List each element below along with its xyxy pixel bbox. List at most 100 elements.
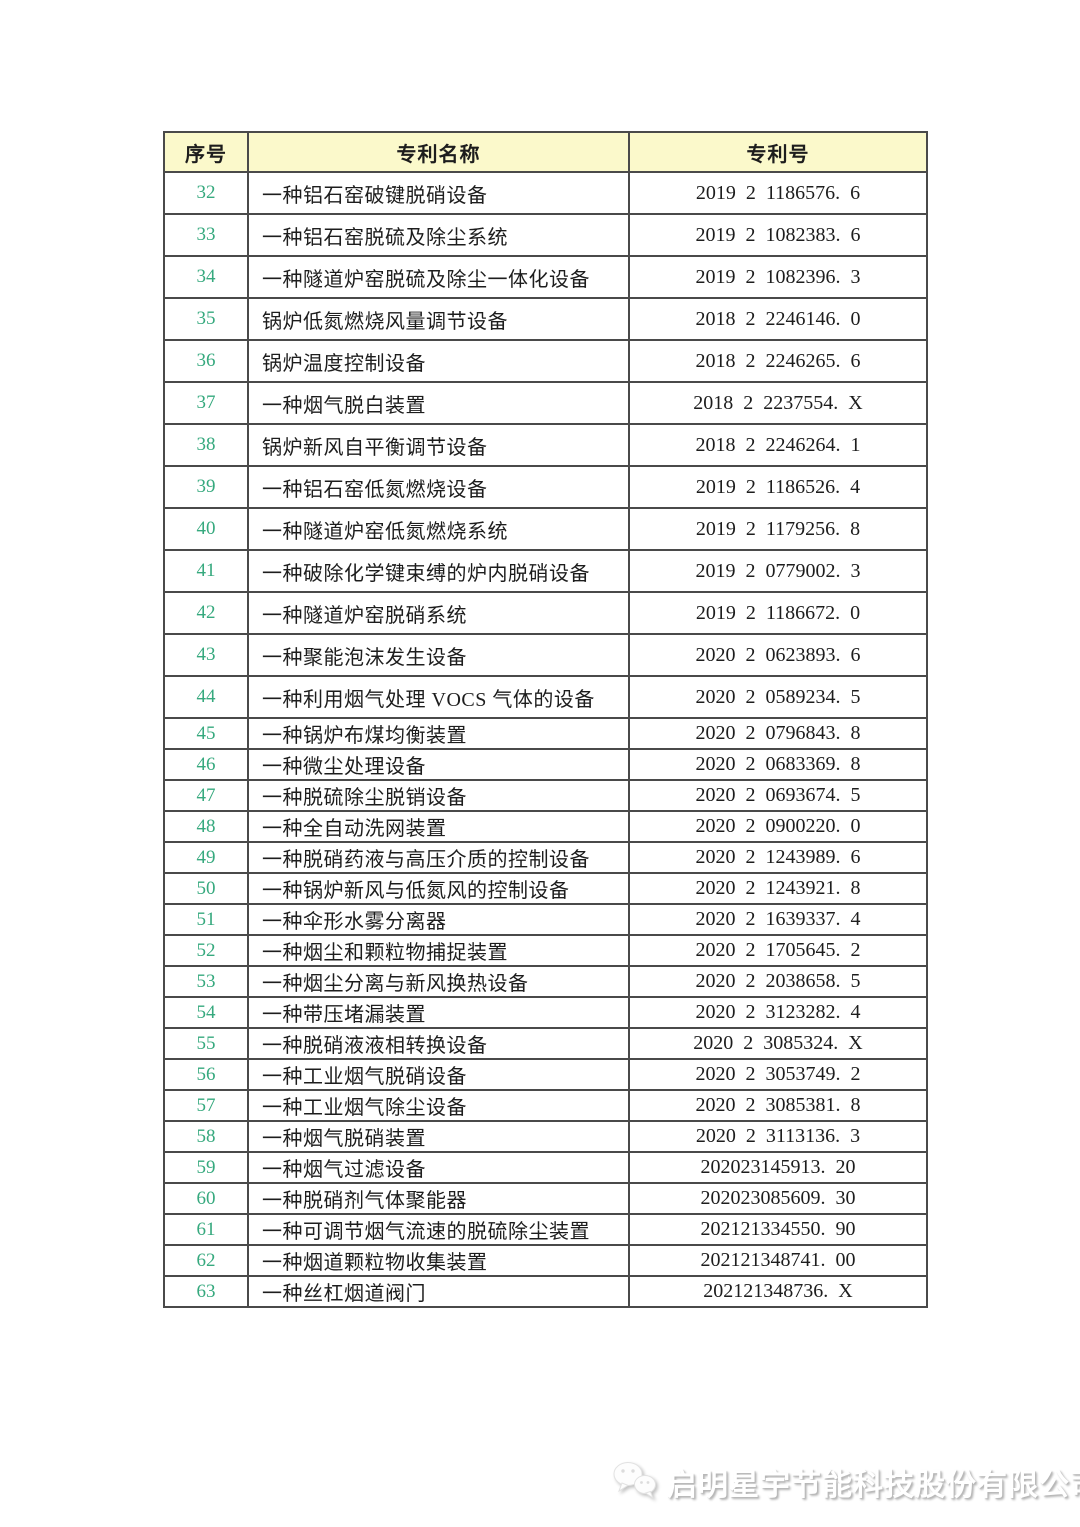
row-number-cell: 56 bbox=[163, 1058, 249, 1091]
patent-number-cell: 2019 2 1179256. 8 bbox=[628, 507, 928, 551]
table-row: 39 一种铝石窑低氮燃烧设备 2019 2 1186526. 4 bbox=[163, 465, 928, 509]
patent-name-cell: 一种烟气脱白装置 bbox=[247, 381, 630, 425]
patent-name-cell: 一种铝石窑脱硫及除尘系统 bbox=[247, 213, 630, 257]
patent-number-cell: 202121334550. 90 bbox=[628, 1213, 928, 1246]
table-row: 40 一种隧道炉窑低氮燃烧系统 2019 2 1179256. 8 bbox=[163, 507, 928, 551]
patent-number-cell: 2020 2 0589234. 5 bbox=[628, 675, 928, 719]
patent-number-cell: 2020 2 3085324. X bbox=[628, 1027, 928, 1060]
table-row: 35 锅炉低氮燃烧风量调节设备 2018 2 2246146. 0 bbox=[163, 297, 928, 341]
patent-number-cell: 2020 2 1243921. 8 bbox=[628, 872, 928, 905]
table-row: 56 一种工业烟气脱硝设备 2020 2 3053749. 2 bbox=[163, 1058, 928, 1091]
patent-number-cell: 2018 2 2237554. X bbox=[628, 381, 928, 425]
row-number-cell: 33 bbox=[163, 213, 249, 257]
patent-name-cell: 锅炉低氮燃烧风量调节设备 bbox=[247, 297, 630, 341]
table-row: 43 一种聚能泡沫发生设备 2020 2 0623893. 6 bbox=[163, 633, 928, 677]
patent-number-cell: 2019 2 1186576. 6 bbox=[628, 171, 928, 215]
row-number-cell: 46 bbox=[163, 748, 249, 781]
row-number-cell: 35 bbox=[163, 297, 249, 341]
patent-name-cell: 一种伞形水雾分离器 bbox=[247, 903, 630, 936]
row-number-cell: 39 bbox=[163, 465, 249, 509]
watermark-text: 启明星宇节能科技股份有限公司 bbox=[667, 1469, 1080, 1502]
table-row: 60 一种脱硝剂气体聚能器 202023085609. 30 bbox=[163, 1182, 928, 1215]
table-row: 50 一种锅炉新风与低氮风的控制设备 2020 2 1243921. 8 bbox=[163, 872, 928, 905]
patent-name-cell: 一种铝石窑低氮燃烧设备 bbox=[247, 465, 630, 509]
patent-name-cell: 一种锅炉布煤均衡装置 bbox=[247, 717, 630, 750]
patent-name-cell: 一种烟气脱硝装置 bbox=[247, 1120, 630, 1153]
row-number-cell: 50 bbox=[163, 872, 249, 905]
patent-name-cell: 一种破除化学键束缚的炉内脱硝设备 bbox=[247, 549, 630, 593]
patent-number-cell: 2020 2 3123282. 4 bbox=[628, 996, 928, 1029]
patent-name-cell: 一种隧道炉窑脱硝系统 bbox=[247, 591, 630, 635]
row-number-cell: 57 bbox=[163, 1089, 249, 1122]
patent-number-cell: 2019 2 1082396. 3 bbox=[628, 255, 928, 299]
patent-number-cell: 2018 2 2246264. 1 bbox=[628, 423, 928, 467]
patent-name-cell: 一种工业烟气除尘设备 bbox=[247, 1089, 630, 1122]
patent-name-cell: 一种丝杠烟道阀门 bbox=[247, 1275, 630, 1308]
header-patent-name: 专利名称 bbox=[247, 131, 630, 173]
table-row: 51 一种伞形水雾分离器 2020 2 1639337. 4 bbox=[163, 903, 928, 936]
patent-number-cell: 2020 2 0623893. 6 bbox=[628, 633, 928, 677]
patent-name-cell: 一种全自动洗网装置 bbox=[247, 810, 630, 843]
table-row: 52 一种烟尘和颗粒物捕捉装置 2020 2 1705645. 2 bbox=[163, 934, 928, 967]
patent-name-cell: 一种工业烟气脱硝设备 bbox=[247, 1058, 630, 1091]
patent-name-cell: 一种利用烟气处理 VOCS 气体的设备 bbox=[247, 675, 630, 719]
table-row: 61 一种可调节烟气流速的脱硫除尘装置 202121334550. 90 bbox=[163, 1213, 928, 1246]
row-number-cell: 32 bbox=[163, 171, 249, 215]
table-row: 48 一种全自动洗网装置 2020 2 0900220. 0 bbox=[163, 810, 928, 843]
patent-number-cell: 2020 2 3085381. 8 bbox=[628, 1089, 928, 1122]
patent-number-cell: 202121348741. 00 bbox=[628, 1244, 928, 1277]
patent-name-cell: 一种微尘处理设备 bbox=[247, 748, 630, 781]
patent-name-cell: 一种隧道炉窑脱硫及除尘一体化设备 bbox=[247, 255, 630, 299]
wechat-icon bbox=[612, 1461, 658, 1504]
row-number-cell: 37 bbox=[163, 381, 249, 425]
row-number-cell: 62 bbox=[163, 1244, 249, 1277]
patent-number-cell: 2020 2 0693674. 5 bbox=[628, 779, 928, 812]
patent-number-cell: 2020 2 1639337. 4 bbox=[628, 903, 928, 936]
row-number-cell: 52 bbox=[163, 934, 249, 967]
table-row: 34 一种隧道炉窑脱硫及除尘一体化设备 2019 2 1082396. 3 bbox=[163, 255, 928, 299]
table-row: 55 一种脱硝液液相转换设备 2020 2 3085324. X bbox=[163, 1027, 928, 1060]
patent-name-cell: 一种锅炉新风与低氮风的控制设备 bbox=[247, 872, 630, 905]
patent-number-cell: 2019 2 0779002. 3 bbox=[628, 549, 928, 593]
row-number-cell: 55 bbox=[163, 1027, 249, 1060]
table-row: 53 一种烟尘分离与新风换热设备 2020 2 2038658. 5 bbox=[163, 965, 928, 998]
table-row: 49 一种脱硝药液与高压介质的控制设备 2020 2 1243989. 6 bbox=[163, 841, 928, 874]
table-row: 46 一种微尘处理设备 2020 2 0683369. 8 bbox=[163, 748, 928, 781]
patent-number-cell: 2019 2 1082383. 6 bbox=[628, 213, 928, 257]
row-number-cell: 45 bbox=[163, 717, 249, 750]
table-row: 45 一种锅炉布煤均衡装置 2020 2 0796843. 8 bbox=[163, 717, 928, 750]
table-row: 57 一种工业烟气除尘设备 2020 2 3085381. 8 bbox=[163, 1089, 928, 1122]
patent-number-cell: 202121348736. X bbox=[628, 1275, 928, 1308]
patent-number-cell: 202023085609. 30 bbox=[628, 1182, 928, 1215]
patent-number-cell: 2020 2 1705645. 2 bbox=[628, 934, 928, 967]
patent-number-cell: 2019 2 1186672. 0 bbox=[628, 591, 928, 635]
patent-name-cell: 一种隧道炉窑低氮燃烧系统 bbox=[247, 507, 630, 551]
table-row: 47 一种脱硫除尘脱销设备 2020 2 0693674. 5 bbox=[163, 779, 928, 812]
patent-name-cell: 锅炉新风自平衡调节设备 bbox=[247, 423, 630, 467]
table-row: 44 一种利用烟气处理 VOCS 气体的设备 2020 2 0589234. 5 bbox=[163, 675, 928, 719]
patent-name-cell: 一种烟尘分离与新风换热设备 bbox=[247, 965, 630, 998]
table-row: 59 一种烟气过滤设备 202023145913. 20 bbox=[163, 1151, 928, 1184]
table-row: 33 一种铝石窑脱硫及除尘系统 2019 2 1082383. 6 bbox=[163, 213, 928, 257]
patent-number-cell: 2018 2 2246265. 6 bbox=[628, 339, 928, 383]
row-number-cell: 43 bbox=[163, 633, 249, 677]
table-row: 38 锅炉新风自平衡调节设备 2018 2 2246264. 1 bbox=[163, 423, 928, 467]
row-number-cell: 34 bbox=[163, 255, 249, 299]
row-number-cell: 42 bbox=[163, 591, 249, 635]
patent-name-cell: 一种可调节烟气流速的脱硫除尘装置 bbox=[247, 1213, 630, 1246]
row-number-cell: 41 bbox=[163, 549, 249, 593]
row-number-cell: 48 bbox=[163, 810, 249, 843]
table-row: 41 一种破除化学键束缚的炉内脱硝设备 2019 2 0779002. 3 bbox=[163, 549, 928, 593]
header-patent-number: 专利号 bbox=[628, 131, 928, 173]
patent-number-cell: 2020 2 3113136. 3 bbox=[628, 1120, 928, 1153]
patent-name-cell: 一种脱硝液液相转换设备 bbox=[247, 1027, 630, 1060]
table-row: 36 锅炉温度控制设备 2018 2 2246265. 6 bbox=[163, 339, 928, 383]
patent-name-cell: 一种烟道颗粒物收集装置 bbox=[247, 1244, 630, 1277]
patent-name-cell: 一种脱硝剂气体聚能器 bbox=[247, 1182, 630, 1215]
patent-number-cell: 2019 2 1186526. 4 bbox=[628, 465, 928, 509]
row-number-cell: 59 bbox=[163, 1151, 249, 1184]
patent-number-cell: 2020 2 0683369. 8 bbox=[628, 748, 928, 781]
table-row: 37 一种烟气脱白装置 2018 2 2237554. X bbox=[163, 381, 928, 425]
row-number-cell: 49 bbox=[163, 841, 249, 874]
